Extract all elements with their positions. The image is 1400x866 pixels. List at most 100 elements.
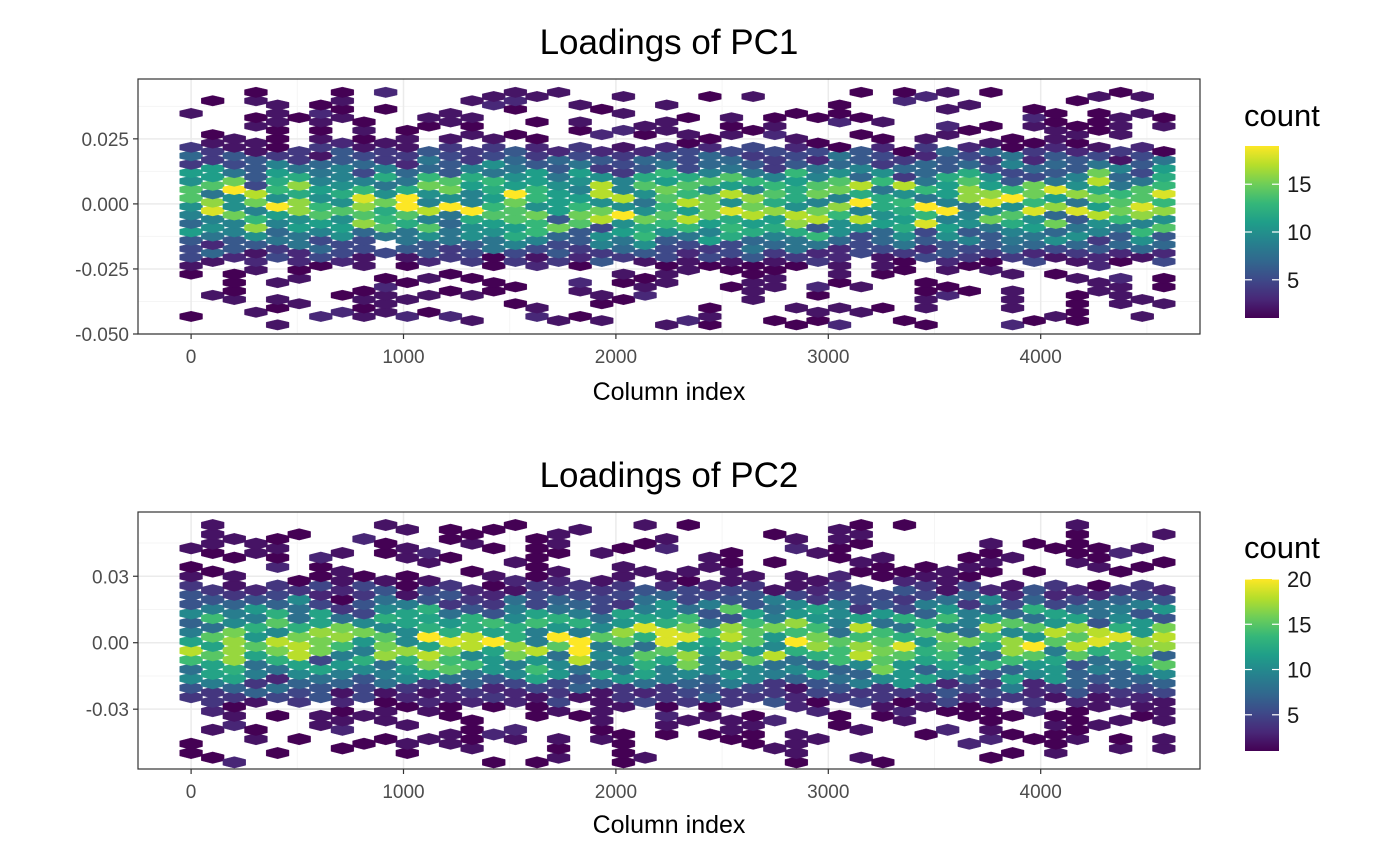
- hex-bin: [763, 112, 787, 124]
- hex-bin: [1152, 733, 1176, 746]
- hex-bin: [741, 91, 765, 103]
- hex-bin: [1087, 719, 1111, 732]
- hex-bin: [914, 91, 938, 103]
- hex-bin: [611, 542, 636, 555]
- hex-bin: [633, 751, 657, 764]
- hex-bin: [266, 533, 290, 546]
- hex-bin: [1001, 268, 1025, 280]
- hex-bin: [611, 728, 636, 741]
- chart-title: Loadings of PC2: [540, 456, 799, 495]
- panel-border: [137, 78, 1201, 335]
- hex-bin: [698, 302, 722, 314]
- hex-bin: [741, 570, 765, 583]
- y-tick-label: 0.00: [92, 634, 129, 655]
- hex-bin: [1022, 315, 1046, 327]
- hex-bin: [1108, 112, 1133, 124]
- hex-bin: [568, 116, 592, 128]
- hexbin-layer: [179, 86, 1176, 331]
- hex-bin: [395, 124, 419, 136]
- hex-bin: [655, 319, 679, 331]
- hex-bin: [871, 756, 895, 769]
- hex-bin: [1152, 584, 1176, 597]
- hex-bin: [201, 95, 225, 107]
- hex-bin: [957, 99, 981, 111]
- hex-bin: [590, 315, 614, 327]
- hex-bin: [1152, 146, 1176, 158]
- hex-bin: [395, 277, 419, 289]
- y-tick-label: 0.000: [81, 195, 129, 216]
- y-tick-label: 0.025: [81, 130, 129, 151]
- x-axis-title: Column index: [593, 811, 746, 839]
- hex-bin: [892, 519, 917, 532]
- hex-bin: [460, 528, 484, 541]
- hex-bin: [266, 747, 290, 760]
- x-tick-label: 2000: [595, 347, 637, 368]
- hex-bin: [849, 281, 873, 293]
- hex-bin: [395, 523, 419, 536]
- hex-bin: [806, 733, 830, 746]
- hex-bin: [1022, 565, 1046, 578]
- hex-bin: [525, 91, 549, 103]
- hex-bin: [1065, 519, 1090, 532]
- hex-bin: [374, 86, 398, 98]
- hex-bin: [806, 281, 830, 293]
- hex-bin: [1130, 560, 1154, 573]
- hex-bin: [871, 551, 895, 564]
- hex-bin: [655, 533, 679, 546]
- hex-bin: [1152, 112, 1176, 124]
- hex-bin: [1152, 272, 1176, 284]
- panel-border: [137, 511, 1201, 770]
- chart-panel-pc1: Loadings of PC1 -0.050 -0.025 0.000 0.025 0…: [75, 23, 1320, 406]
- hex-bin: [1108, 272, 1133, 284]
- hex-bin: [547, 528, 571, 541]
- hex-bin: [979, 86, 1003, 98]
- hex-bin: [309, 310, 333, 322]
- y-tick-label: -0.025: [75, 260, 129, 281]
- colorbar-tick-label: 5: [1287, 703, 1299, 728]
- hex-bin: [438, 133, 463, 145]
- colorbar-tick-label: 15: [1287, 172, 1311, 197]
- hex-bin: [201, 723, 225, 736]
- hex-bin: [828, 570, 852, 583]
- hex-bin: [503, 519, 527, 532]
- colorbar-tick-label: 5: [1287, 268, 1299, 293]
- hex-bin: [849, 519, 873, 532]
- hex-bin: [719, 546, 744, 560]
- hex-bin: [1152, 528, 1176, 541]
- hex-bin: [979, 751, 1003, 764]
- hex-bin: [309, 551, 333, 564]
- hex-bin: [287, 528, 311, 541]
- hex-bin: [871, 133, 895, 145]
- hex-bin: [460, 315, 484, 327]
- hex-bin: [1108, 714, 1133, 727]
- hex-bin: [633, 519, 657, 532]
- hex-bin: [914, 319, 938, 331]
- hex-bin: [611, 91, 636, 103]
- hex-bin: [806, 306, 830, 318]
- hex-bin: [525, 756, 549, 769]
- hex-bin: [395, 294, 419, 306]
- hex-bin: [460, 714, 484, 727]
- hex-bin: [525, 302, 549, 314]
- hex-bin: [179, 107, 203, 119]
- hex-bin: [482, 133, 506, 145]
- y-tick-label: -0.03: [86, 700, 129, 721]
- x-tick-label: 3000: [807, 782, 849, 803]
- x-tick-label: 0: [186, 347, 197, 368]
- hex-bin: [957, 737, 981, 750]
- x-tick-label: 1000: [382, 347, 424, 368]
- hex-bin: [417, 289, 441, 301]
- hex-bin: [266, 277, 290, 289]
- hex-bin: [395, 719, 419, 732]
- hex-bin: [266, 709, 290, 722]
- hex-bin: [460, 289, 484, 301]
- hex-bin: [547, 733, 571, 746]
- hex-bin: [287, 733, 311, 746]
- hex-bin: [266, 319, 290, 331]
- hex-bin: [547, 565, 571, 578]
- hex-bin: [979, 537, 1003, 550]
- chart-title: Loadings of PC1: [540, 23, 799, 62]
- y-axis: -0.03 0.00 0.03: [86, 567, 138, 721]
